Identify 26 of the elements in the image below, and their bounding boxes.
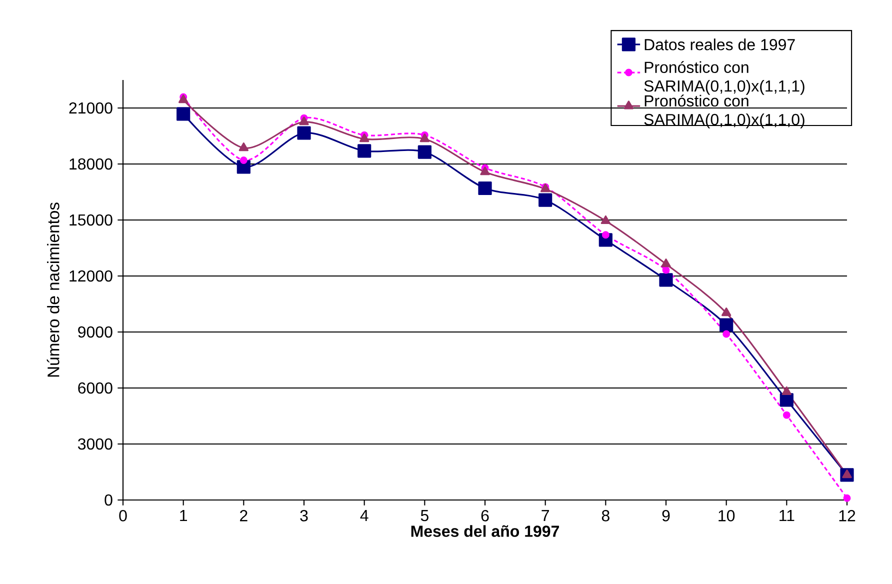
x-tick-label: 9 <box>662 510 670 522</box>
y-tick-label: 18000 <box>70 158 112 170</box>
y-tick-label: 15000 <box>70 214 112 226</box>
x-tick-label: 4 <box>360 510 368 522</box>
x-tick-label: 10 <box>718 510 735 522</box>
legend-label: Pronóstico con SARIMA(0,1,0)x(1,1,1) <box>644 61 804 95</box>
x-tick-label: 6 <box>481 510 489 522</box>
x-tick-label: 7 <box>542 510 549 522</box>
legend-label: Pronóstico con SARIMA(0,1,0)x(1,1,0) <box>644 94 804 128</box>
x-tick-label: 8 <box>602 510 610 522</box>
y-tick-label: 0 <box>104 494 112 506</box>
x-tick-label: 12 <box>839 510 856 522</box>
y-tick-label: 3000 <box>78 438 112 450</box>
y-tick-label: 21000 <box>69 102 112 114</box>
legend-label: Datos reales de 1997 <box>644 38 795 50</box>
y-axis-title: Número de nacimientos <box>46 202 60 377</box>
y-tick-label: 12000 <box>70 270 112 282</box>
y-tick-label: 6000 <box>78 382 112 394</box>
x-tick-label: 2 <box>240 510 248 522</box>
y-tick-label: 9000 <box>78 326 112 338</box>
x-tick-label: 0 <box>119 510 127 522</box>
x-tick-label: 5 <box>420 510 428 522</box>
x-tick-label: 1 <box>180 510 188 522</box>
x-tick-label: 11 <box>780 510 794 522</box>
x-tick-label: 3 <box>300 510 308 522</box>
x-axis-title: Meses del año 1997 <box>411 525 559 537</box>
